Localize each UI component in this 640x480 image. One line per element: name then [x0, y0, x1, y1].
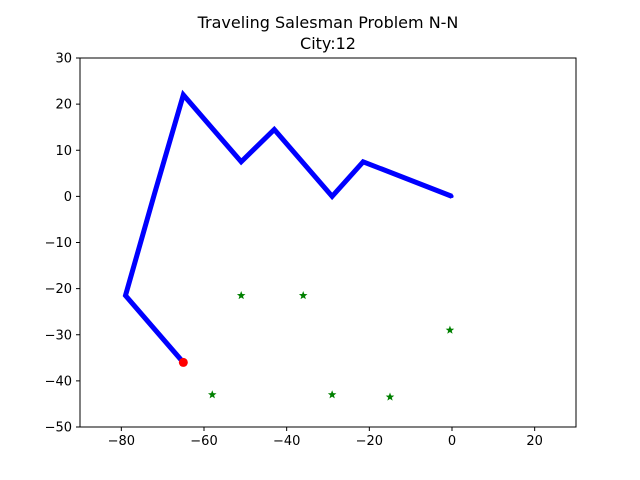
y-tick-label: −10 [45, 236, 72, 251]
y-tick-label: 0 [64, 190, 72, 205]
visited-city-point [361, 160, 365, 164]
unvisited-city-star [327, 390, 337, 399]
axis-ticks: −80 −60 −40 −20 0 20 −50 −40 −30 −20 −10 0 10 20 30 [45, 52, 543, 450]
x-tick-label: −60 [190, 434, 217, 449]
x-tick-label: −20 [356, 434, 383, 449]
unvisited-city-star [385, 392, 395, 401]
current-city-point [178, 357, 188, 367]
y-tick-label: −50 [45, 421, 72, 436]
unvisited-city-star [298, 291, 308, 300]
axes-frame [79, 57, 577, 428]
y-tick-label: 20 [55, 98, 72, 113]
x-tick-label: 20 [526, 434, 543, 449]
tour-path-line [122, 89, 453, 365]
y-tick-label: −40 [45, 374, 72, 389]
chart-subtitle: City:12 [300, 34, 356, 53]
plot-area [122, 89, 455, 401]
x-tick-label: 0 [448, 434, 456, 449]
visited-city-point [330, 194, 334, 198]
y-tick-label: 10 [55, 144, 72, 159]
visited-city-point [152, 192, 156, 196]
visited-city-point [450, 194, 454, 198]
unvisited-city-star [207, 390, 217, 399]
y-tick-label: 30 [55, 52, 72, 67]
chart-title: Traveling Salesman Problem N-N [197, 13, 459, 32]
x-tick-label: −40 [273, 434, 300, 449]
unvisited-city-star [445, 325, 455, 334]
y-tick-label: −30 [45, 328, 72, 343]
visited-city-point [123, 293, 128, 298]
y-tick-label: −20 [45, 282, 72, 297]
visited-city-point [181, 93, 185, 97]
x-tick-label: −80 [108, 434, 135, 449]
unvisited-city-star [236, 291, 246, 300]
visited-city-point [272, 127, 276, 132]
visited-city-point [239, 160, 243, 164]
